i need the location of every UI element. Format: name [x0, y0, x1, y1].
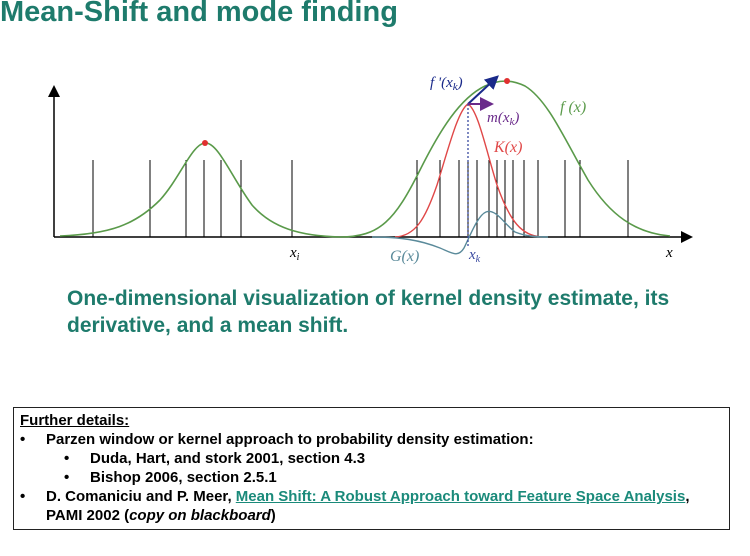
label-K: K(x) [493, 139, 522, 156]
details-heading: Further details: [20, 412, 130, 429]
kde-figure: f '(xk) m(xk) f (x) K(x) G(x) xi xk x [48, 75, 693, 265]
label-x-axis: x [665, 245, 673, 261]
details-subitem-text: Bishop 2006, section 2.5.1 [90, 469, 277, 486]
further-details-box: Further details: • Parzen window or kern… [13, 407, 730, 530]
bullet-icon: • [20, 488, 26, 505]
details-item-reference: • D. Comaniciu and P. Meer, Mean Shift: … [20, 487, 723, 525]
sample-lines [92, 160, 629, 237]
mode-point-right [504, 78, 510, 84]
bullet-icon: • [64, 469, 70, 486]
label-x-i: xi [289, 245, 300, 263]
label-G: G(x) [390, 248, 419, 265]
label-x-k: xk [468, 247, 481, 265]
label-m: m(xk) [487, 110, 519, 128]
paper-link[interactable]: Mean Shift: A Robust Approach toward Fea… [235, 488, 686, 505]
reference-middle: , PAMI 2002 ( [46, 488, 690, 524]
bullet-icon: • [64, 450, 70, 467]
derivative-arrow [467, 75, 499, 105]
details-item: • Parzen window or kernel approach to pr… [20, 430, 723, 449]
reference-prefix: D. Comaniciu and P. Meer, [46, 488, 236, 505]
mode-point-left [202, 140, 208, 146]
details-subitem: • Duda, Hart, and stork 2001, section 4.… [20, 449, 723, 468]
details-item-text: Parzen window or kernel approach to prob… [46, 431, 534, 448]
reference-note: copy on blackboard [129, 507, 271, 524]
reference-suffix: ) [270, 507, 276, 524]
details-subitem: • Bishop 2006, section 2.5.1 [20, 468, 723, 487]
gradient-kernel-curve [371, 210, 549, 255]
details-subitem-text: Duda, Hart, and stork 2001, section 4.3 [90, 450, 366, 467]
slide-title: Mean-Shift and mode finding [0, 0, 398, 28]
figure-caption: One-dimensional visualization of kernel … [67, 287, 670, 337]
kde-curve [59, 80, 671, 238]
label-f: f (x) [560, 99, 586, 116]
label-f-prime: f '(xk) [430, 75, 463, 93]
bullet-icon: • [20, 431, 26, 448]
